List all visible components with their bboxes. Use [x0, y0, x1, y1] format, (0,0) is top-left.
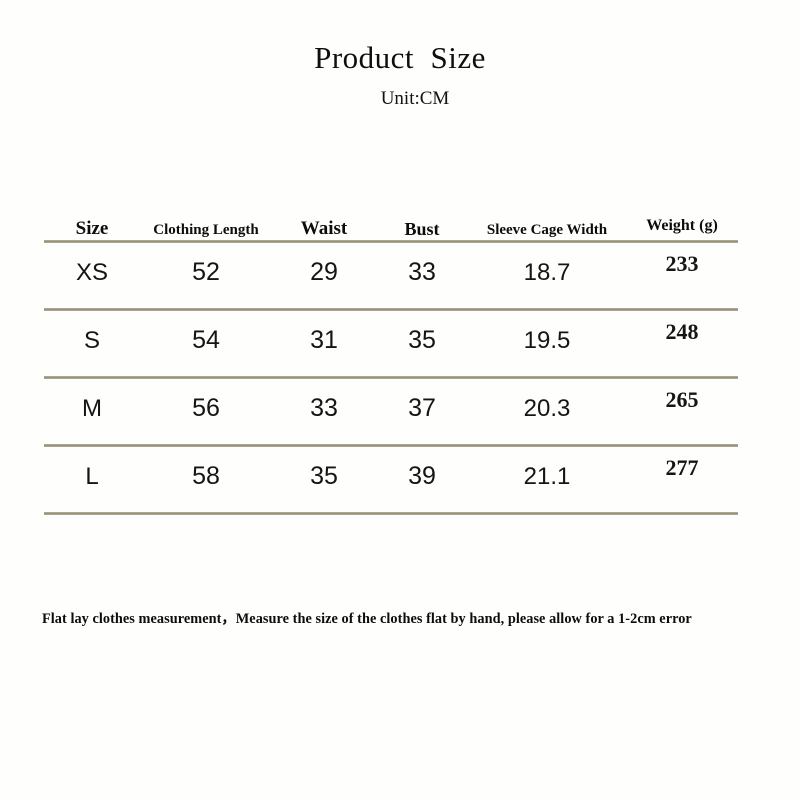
cell-sleeve-cage-width: 19.5	[523, 326, 571, 354]
page-title: Product Size	[314, 40, 486, 75]
cell-sleeve-cage-width: 18.7	[523, 258, 571, 286]
cell-bust: 33	[408, 258, 436, 286]
table-row: S 54 31 35 19.5 248	[44, 311, 738, 376]
column-header-bust: Bust	[404, 219, 440, 239]
column-header-waist: Waist	[300, 218, 348, 239]
cell-clothing-length: 54	[192, 326, 220, 354]
cell-size: XS	[75, 258, 108, 286]
table-divider	[44, 240, 738, 243]
measurement-disclaimer: Flat lay clothes measurement，Measure the…	[42, 611, 692, 627]
cell-size: M	[82, 394, 102, 422]
table-header-row: Size Clothing Length Waist Bust Sleeve C…	[44, 206, 738, 240]
table-row: XS 52 29 33 18.7 233	[44, 243, 738, 308]
column-header-sleeve-cage-width: Sleeve Cage Width	[486, 222, 608, 238]
cell-waist: 31	[310, 326, 338, 354]
cell-weight: 265	[665, 386, 699, 412]
table-row: L 58 35 39 21.1 277	[44, 447, 738, 512]
cell-bust: 37	[408, 394, 436, 422]
column-header-clothing-length: Clothing Length	[153, 222, 259, 238]
cell-sleeve-cage-width: 21.1	[523, 462, 571, 490]
table-divider	[44, 512, 738, 515]
cell-weight: 248	[665, 318, 699, 344]
cell-sleeve-cage-width: 20.3	[523, 394, 571, 422]
table-row: M 56 33 37 20.3 265	[44, 379, 738, 444]
cell-waist: 35	[310, 462, 338, 490]
column-header-weight: Weight (g)	[646, 217, 718, 234]
cell-size: L	[85, 462, 99, 490]
table-divider	[44, 308, 738, 311]
cell-weight: 233	[665, 250, 699, 276]
cell-weight: 277	[665, 454, 699, 480]
cell-clothing-length: 58	[192, 462, 220, 490]
cell-clothing-length: 52	[192, 258, 220, 286]
size-table: Size Clothing Length Waist Bust Sleeve C…	[44, 206, 738, 515]
unit-label: Unit:CM	[380, 88, 450, 109]
cell-clothing-length: 56	[192, 394, 220, 422]
table-divider	[44, 444, 738, 447]
cell-bust: 35	[408, 326, 436, 354]
cell-waist: 33	[310, 394, 338, 422]
cell-size: S	[83, 326, 100, 354]
cell-waist: 29	[310, 258, 338, 286]
column-header-size: Size	[75, 218, 109, 239]
table-divider	[44, 376, 738, 379]
cell-bust: 39	[408, 462, 436, 490]
